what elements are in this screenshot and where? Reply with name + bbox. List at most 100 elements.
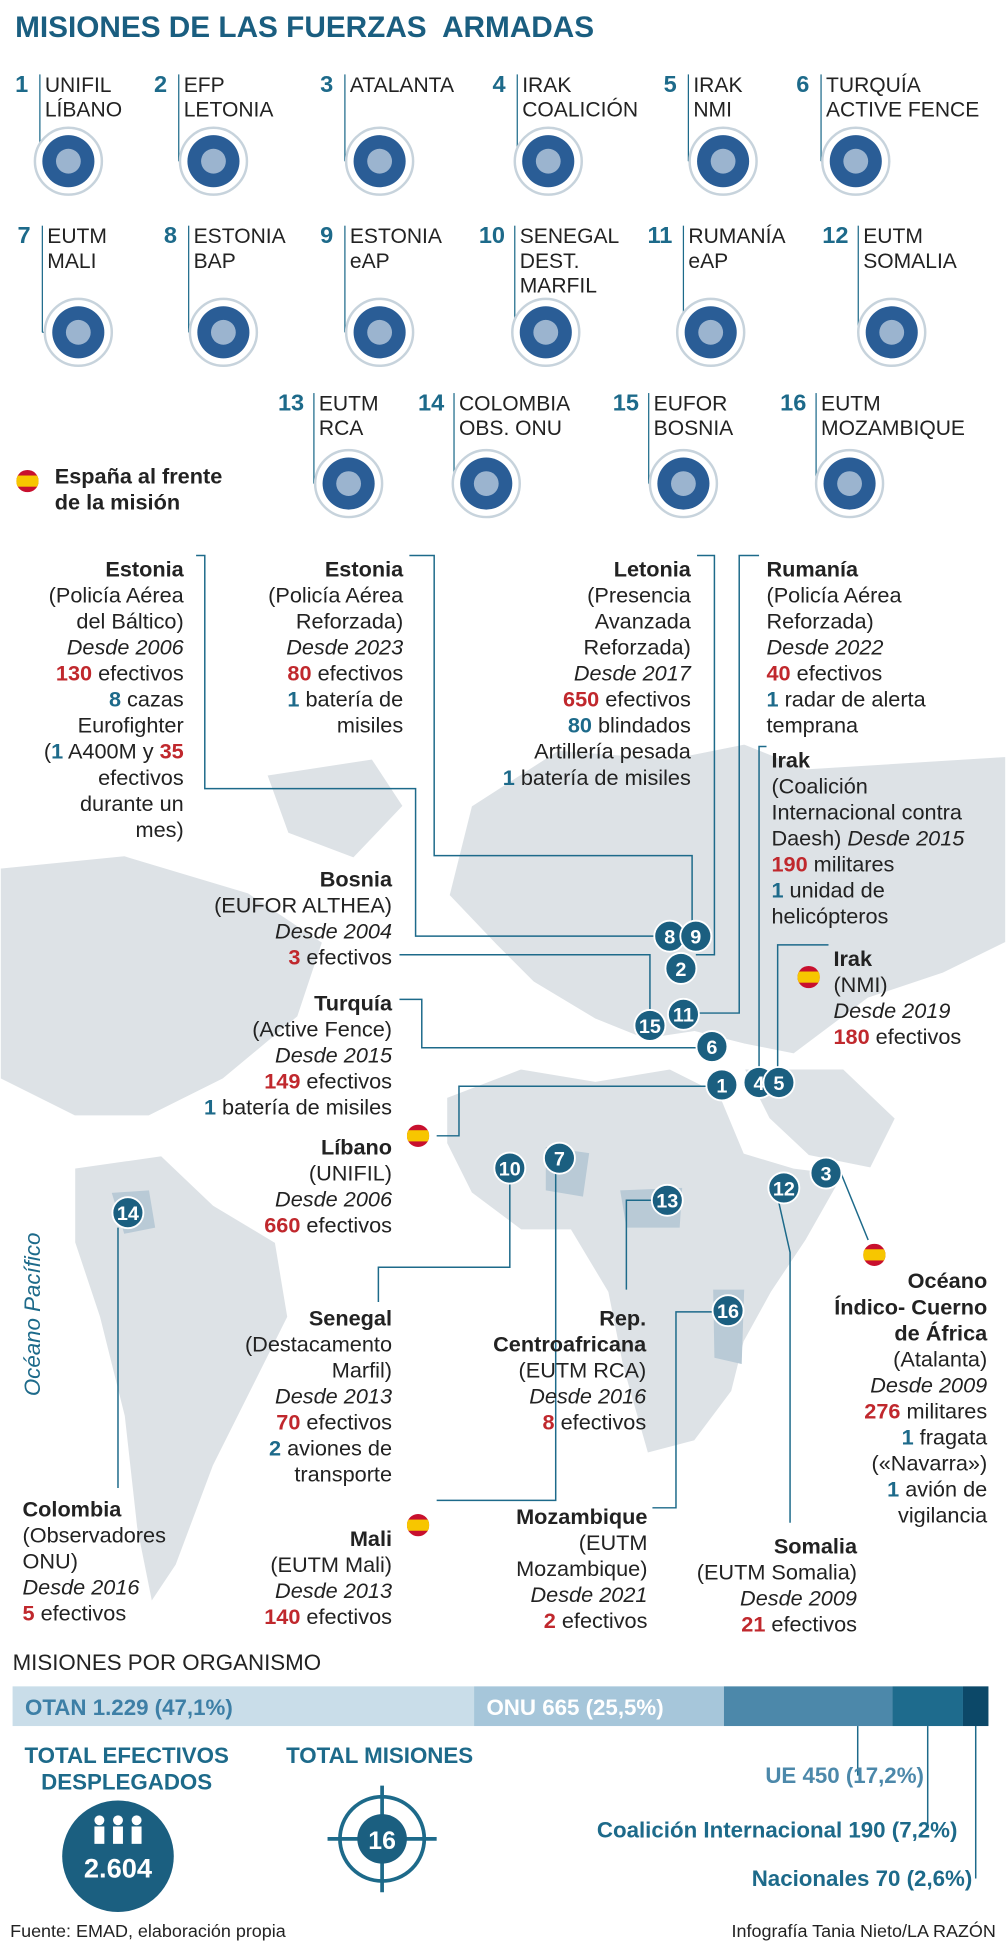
mission-number: 2 — [154, 71, 167, 97]
callout-line: (1 A400M y 35 — [44, 739, 184, 764]
mission-number: 13 — [278, 389, 304, 415]
callout-text: (EUTM — [579, 1530, 648, 1555]
callout-text: fragata — [914, 1424, 988, 1449]
mission-name: OBS. ONU — [459, 417, 562, 440]
mission-number: 11 — [647, 222, 672, 248]
leader-line — [377, 1181, 511, 1302]
organism-bar — [474, 1686, 724, 1727]
callout-line: 1 radar de alerta — [766, 687, 926, 712]
mission-badge-center — [336, 471, 362, 496]
callout-text: Desde 2016 — [23, 1574, 141, 1599]
mission-number: 1 — [15, 71, 28, 97]
spain-flag — [407, 1514, 429, 1536]
callout-line: (Policía Aérea — [766, 583, 902, 608]
mission-name: EFP — [184, 74, 225, 97]
callout-text: 190 — [771, 852, 807, 877]
spain-flag — [863, 1244, 885, 1266]
callout-line: 1 batería de misiles — [204, 1095, 392, 1120]
map-marker-label: 9 — [690, 927, 701, 949]
mission-name: SOMALIA — [863, 250, 957, 273]
callout-text: 1 — [503, 765, 515, 790]
land — [265, 758, 404, 859]
callout-text: (Destacamento — [245, 1331, 392, 1356]
callout-line: 80 blindados — [568, 713, 691, 738]
troops-circle — [62, 1800, 174, 1913]
map-marker — [633, 1009, 667, 1042]
callout-text: Desde 2009 — [870, 1372, 987, 1397]
mission-name: eAP — [350, 250, 390, 273]
callout-title: Irak — [833, 946, 873, 971]
map-marker-label: 11 — [673, 1005, 694, 1027]
callout-line: Desde 2019 — [833, 998, 950, 1023]
map-marker-label: 7 — [554, 1149, 565, 1171]
callout-text: efectivos — [765, 1612, 857, 1637]
callout-text: efectivos — [300, 1069, 392, 1094]
callout-text: 1 — [902, 1424, 914, 1449]
callout-line: Eurofighter — [78, 713, 184, 738]
mission-badge-center — [535, 148, 561, 174]
callout-line: 8 cazas — [109, 687, 184, 712]
mission-badge-center — [201, 148, 226, 174]
spain-flag — [407, 1125, 429, 1147]
callout-text: 1 — [887, 1477, 899, 1502]
callout-line: (UNIFIL) — [309, 1160, 392, 1185]
callout-line: 1 fragata — [902, 1424, 989, 1449]
mission-name: LETONIA — [184, 99, 274, 122]
callout-text: Desde 2016 — [529, 1384, 647, 1409]
callout-text: (Presencia — [587, 583, 692, 608]
callout-title: Estonia — [325, 556, 404, 581]
callout-line: 8 efectivos — [543, 1410, 647, 1435]
mission-badge-center — [210, 319, 236, 345]
callout-title: Irak — [771, 747, 811, 772]
land — [73, 1155, 289, 1604]
callout-text: Desde 2022 — [766, 635, 883, 660]
callout-line: Reforzada) — [584, 635, 691, 660]
callout-text: Internacional contra — [771, 800, 962, 825]
leader-line — [625, 1199, 653, 1290]
callout-line: (Policía Aérea — [49, 583, 185, 608]
map-marker-label: 1 — [716, 1075, 727, 1097]
map-marker — [711, 1294, 745, 1328]
footer-credit: Infografía Tania Nieto/LA RAZÓN — [732, 1920, 996, 1941]
leader-line — [436, 1171, 557, 1502]
mission-number: 7 — [18, 222, 31, 248]
map-marker-label: 2 — [675, 959, 686, 981]
callout-line: 40 efectivos — [766, 661, 882, 686]
callout-text: 276 — [864, 1398, 900, 1423]
mission-badge-center — [698, 319, 724, 345]
map-marker — [809, 1156, 843, 1190]
mission-name: IRAK — [693, 74, 742, 97]
mission-name: ACTIVE FENCE — [826, 99, 979, 122]
map-marker-label: 13 — [656, 1191, 678, 1213]
map-marker — [705, 1068, 739, 1102]
callout-line: (EUTM Mali) — [270, 1552, 392, 1577]
callout-text: militares — [900, 1398, 987, 1423]
callout-line: Desde 2009 — [870, 1372, 987, 1397]
callout-title: Líbano — [321, 1134, 392, 1159]
callout-line: del Báltico) — [76, 609, 183, 634]
callout-text: 1 — [287, 687, 299, 712]
mission-name: IRAK — [522, 74, 571, 97]
totals-title: TOTAL EFECTIVOS — [24, 1743, 228, 1768]
callout-text: 80 — [568, 713, 592, 738]
map-marker-label: 14 — [117, 1203, 139, 1225]
map-marker-label: 10 — [499, 1158, 521, 1180]
callout-title: Mali — [350, 1526, 392, 1551]
callout-text: («Navarra») — [872, 1450, 988, 1475]
callout-title: de África — [894, 1320, 988, 1345]
callout-text: A400M y — [63, 739, 159, 764]
callout-text: Desde 2009 — [740, 1586, 857, 1611]
callout-text: efectivos — [300, 1604, 392, 1629]
callout-text: (EUFOR ALTHEA) — [214, 893, 392, 918]
spain-flag — [16, 470, 38, 492]
totals-title: DESPLEGADOS — [41, 1769, 212, 1794]
callout-line: (EUTM — [579, 1530, 648, 1555]
callout-text: transporte — [294, 1462, 392, 1487]
soldier-icon — [131, 1815, 142, 1826]
callout-line: Desde 2015 — [275, 1043, 393, 1068]
callout-line: Desde 2006 — [275, 1186, 393, 1211]
leader-line — [776, 944, 829, 1067]
callout-text: misiles — [337, 713, 403, 738]
callout-line: (Observadores — [23, 1522, 167, 1547]
